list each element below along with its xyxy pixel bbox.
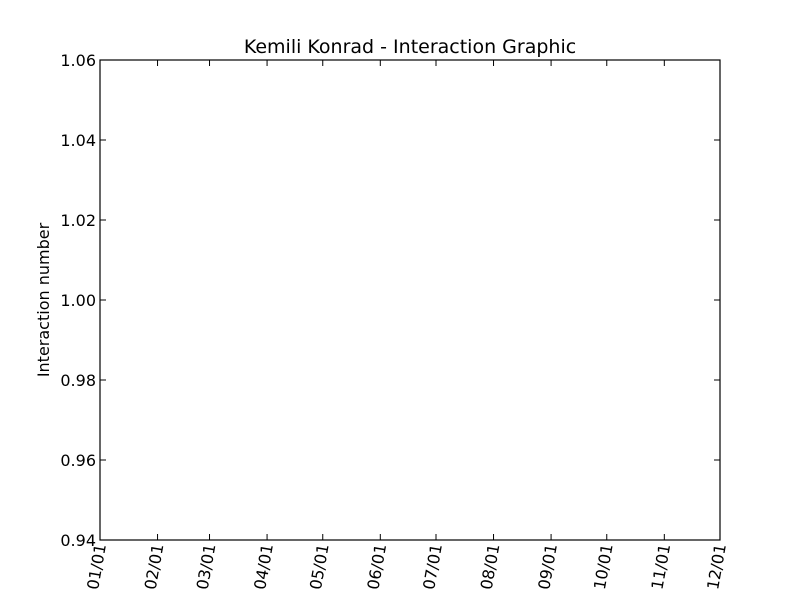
- x-tick-label: 03/01: [193, 542, 220, 591]
- x-tick-label: 11/01: [648, 542, 675, 591]
- x-tick-label: 10/01: [590, 542, 617, 591]
- y-tick-label: 0.94: [60, 531, 96, 550]
- x-tick-label: 09/01: [534, 542, 561, 591]
- y-tick-label: 0.96: [60, 451, 96, 470]
- x-tick-label: 04/01: [250, 542, 277, 591]
- y-tick-label: 1.04: [60, 131, 96, 150]
- y-tick-label: 1.00: [60, 291, 96, 310]
- x-tick-label: 05/01: [306, 542, 333, 591]
- x-tick-label: 02/01: [141, 542, 168, 591]
- y-tick-label: 0.98: [60, 371, 96, 390]
- x-tick-label: 08/01: [477, 542, 504, 591]
- x-tick-label: 07/01: [419, 542, 446, 591]
- y-axis-ticks: 0.94 0.96 0.98 1.00 1.02 1.04 1.06: [60, 51, 720, 550]
- y-axis-label: Interaction number: [34, 222, 53, 377]
- x-tick-label: 12/01: [703, 542, 730, 591]
- chart-title: Kemili Konrad - Interaction Graphic: [244, 36, 576, 58]
- y-tick-label: 1.06: [60, 51, 96, 70]
- plot-area: [99, 59, 721, 541]
- y-tick-label: 1.02: [60, 211, 96, 230]
- x-tick-label: 06/01: [364, 542, 391, 591]
